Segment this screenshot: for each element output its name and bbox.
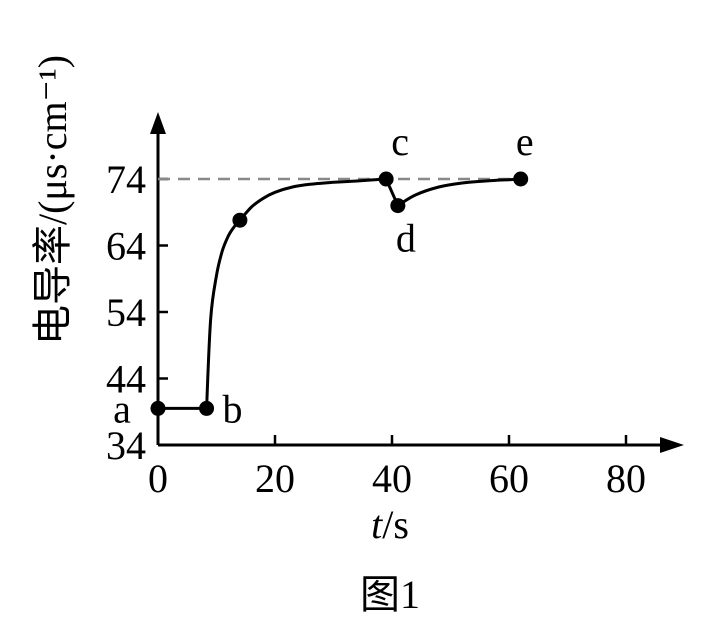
y-axis-arrow: [150, 112, 166, 134]
x-axis-arrow: [660, 437, 684, 453]
data-point-e: [513, 171, 529, 187]
y-tick-label-34: 34: [106, 423, 146, 468]
x-axis-title-text: t/s: [371, 502, 409, 547]
ticks: 0 20 40 60 80 34 44 54 64 74: [106, 157, 646, 501]
y-axis-title: 电导率/(μs·cm⁻¹): [30, 55, 75, 345]
y-tick-label-44: 44: [106, 357, 146, 402]
x-axis-title-unit: /s: [382, 502, 409, 547]
point-label-b: b: [223, 386, 243, 431]
data-point-d: [390, 198, 406, 214]
point-label-d: d: [396, 216, 416, 261]
x-axis-title: t/s: [371, 502, 409, 547]
x-axis-title-var: t: [371, 502, 383, 547]
point-label-e: e: [516, 119, 534, 164]
data-point-2: [232, 212, 248, 228]
x-tick-label-80: 80: [606, 456, 646, 501]
y-tick-label-74: 74: [106, 157, 146, 202]
point-label-a: a: [113, 386, 131, 431]
series-line-0: [158, 177, 521, 410]
data-point-c: [378, 171, 394, 187]
y-tick-label-64: 64: [106, 224, 146, 269]
x-tick-label-60: 60: [489, 456, 529, 501]
points-group: a b c d e: [113, 119, 533, 431]
x-tick-label-40: 40: [372, 456, 412, 501]
x-tick-label-0: 0: [148, 456, 168, 501]
figure-caption: 图1: [360, 572, 420, 617]
data-point-b: [199, 400, 215, 416]
point-label-c: c: [391, 119, 409, 164]
series-group: [158, 177, 521, 410]
data-point-a: [150, 400, 166, 416]
x-tick-label-20: 20: [255, 456, 295, 501]
y-tick-label-54: 54: [106, 290, 146, 335]
